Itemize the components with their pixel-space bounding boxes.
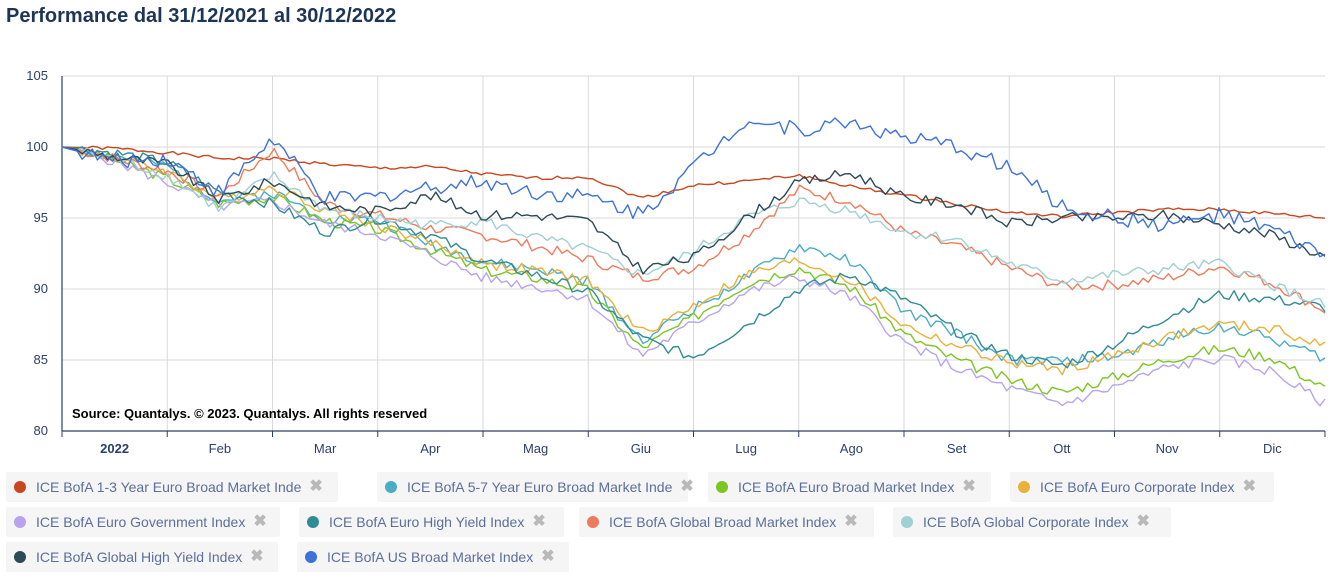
legend-item[interactable]: ICE BofA Global Corporate Index ✖ [893, 507, 1171, 537]
x-tick-label: Set [947, 441, 967, 456]
x-tick-label: Mar [314, 441, 337, 456]
close-icon[interactable]: ✖ [541, 548, 555, 565]
legend-item[interactable]: ICE BofA US Broad Market Index ✖ [297, 542, 569, 572]
legend-color-dot [385, 481, 397, 493]
legend-color-dot [716, 481, 728, 493]
close-icon[interactable]: ✖ [253, 513, 267, 530]
legend-item[interactable]: ICE BofA Euro Broad Market Index ✖ [708, 472, 991, 502]
close-icon[interactable]: ✖ [680, 478, 694, 495]
series-line [61, 146, 1326, 275]
x-tick-label: Ott [1053, 441, 1071, 456]
x-tick-label: Ago [840, 441, 863, 456]
legend-label: ICE BofA Euro Government Index [36, 514, 246, 530]
legend-color-dot [14, 481, 26, 493]
series-line [61, 146, 1326, 376]
y-tick-label: 90 [34, 281, 48, 296]
legend-color-dot [14, 516, 26, 528]
legend-label: ICE BofA 1-3 Year Euro Broad Market Inde [36, 479, 302, 495]
close-icon[interactable]: ✖ [962, 478, 976, 495]
close-icon[interactable]: ✖ [309, 478, 323, 495]
legend-item[interactable]: ICE BofA Euro High Yield Index ✖ [299, 507, 564, 537]
series-line [61, 146, 1326, 308]
x-tick-label: Dic [1263, 441, 1282, 456]
y-tick-label: 85 [34, 352, 48, 367]
y-tick-label: 105 [26, 68, 48, 83]
legend-color-dot [305, 551, 317, 563]
legend-color-dot [901, 516, 913, 528]
y-tick-label: 80 [34, 423, 48, 438]
legend-label: ICE BofA US Broad Market Index [327, 549, 534, 565]
legend-item[interactable]: ICE BofA Global High Yield Index ✖ [6, 542, 278, 572]
x-tick-label: Lug [735, 441, 757, 456]
close-icon[interactable]: ✖ [532, 513, 546, 530]
legend-label: ICE BofA Global Corporate Index [923, 514, 1129, 530]
x-tick-label: Nov [1156, 441, 1180, 456]
close-icon[interactable]: ✖ [1136, 513, 1150, 530]
close-icon[interactable]: ✖ [250, 548, 264, 565]
page-title: Performance dal 31/12/2021 al 30/12/2022 [6, 5, 397, 27]
close-icon[interactable]: ✖ [1242, 478, 1256, 495]
legend-label: ICE BofA 5-7 Year Euro Broad Market Inde [407, 479, 673, 495]
y-tick-label: 95 [34, 210, 48, 225]
chart-axes: 80 85 90 95 100 105 2022 Feb Mar Apr Mag Giu Lug Ago S… [26, 68, 1326, 456]
legend-color-dot [587, 516, 599, 528]
legend-label: ICE BofA Euro High Yield Index [329, 514, 525, 530]
series-line [61, 146, 1326, 314]
source-note: Source: Quantalys. © 2023. Quantalys. Al… [72, 406, 427, 421]
legend-label: ICE BofA Euro Corporate Index [1040, 479, 1235, 495]
legend-item[interactable]: ICE BofA 5-7 Year Euro Broad Market Inde… [377, 472, 694, 502]
legend-label: ICE BofA Euro Broad Market Index [738, 479, 955, 495]
series-line [61, 146, 1326, 369]
x-tick-label: Giu [631, 441, 651, 456]
series-line [61, 117, 1326, 258]
y-tick-label: 100 [26, 139, 48, 154]
x-tick-label: Mag [523, 441, 548, 456]
x-tick-label: Apr [420, 441, 441, 456]
x-tick-label: Feb [209, 441, 231, 456]
legend-item[interactable]: ICE BofA Euro Corporate Index ✖ [1010, 472, 1274, 502]
legend-color-dot [1018, 481, 1030, 493]
x-tick-label: 2022 [100, 441, 129, 456]
chart-series [61, 117, 1326, 407]
performance-chart: 80 85 90 95 100 105 2022 Feb Mar Apr Mag Giu Lug Ago S… [26, 68, 1326, 456]
legend-color-dot [14, 551, 26, 563]
legend-item[interactable]: ICE BofA Euro Government Index ✖ [6, 507, 280, 537]
legend-item[interactable]: ICE BofA 1-3 Year Euro Broad Market Inde… [6, 472, 338, 502]
legend-label: ICE BofA Global High Yield Index [36, 549, 243, 565]
legend-label: ICE BofA Global Broad Market Index [609, 514, 837, 530]
series-line [61, 145, 1326, 219]
legend-item[interactable]: ICE BofA Global Broad Market Index ✖ [579, 507, 874, 537]
close-icon[interactable]: ✖ [844, 513, 858, 530]
legend-color-dot [307, 516, 319, 528]
